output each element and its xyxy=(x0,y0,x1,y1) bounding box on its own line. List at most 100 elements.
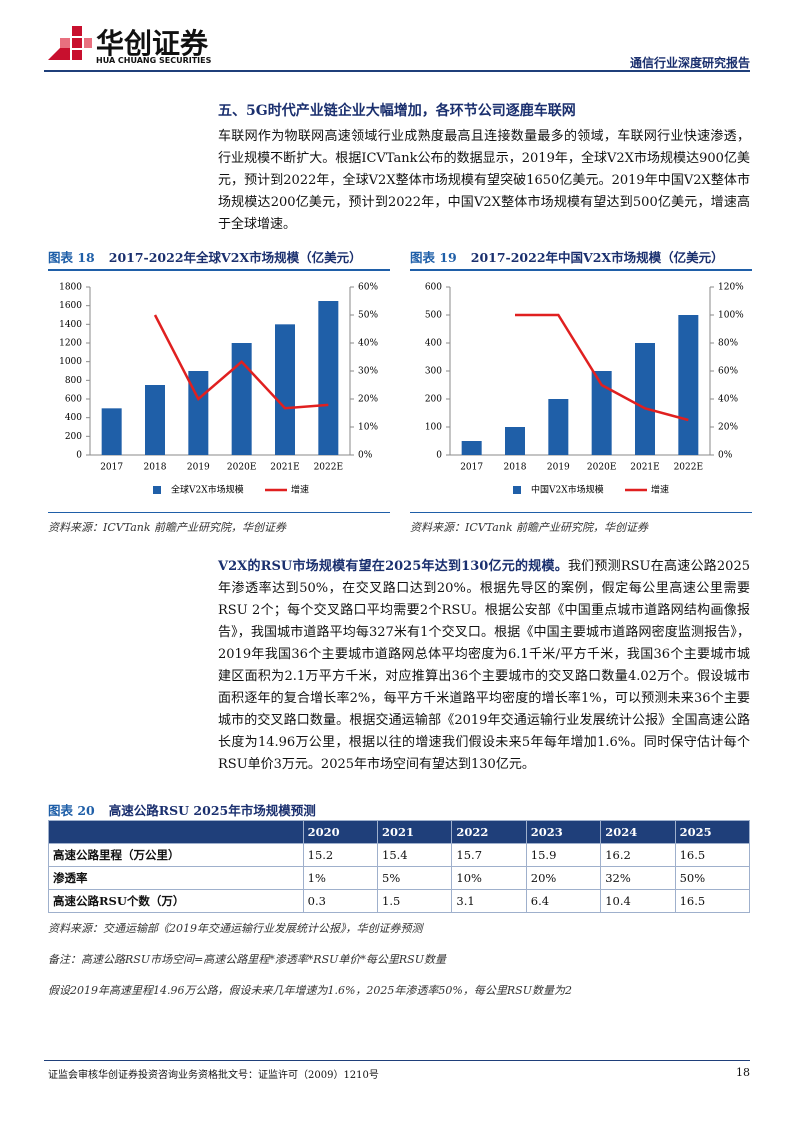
cell: 16.5 xyxy=(674,889,751,913)
y-tick-label: 1400 xyxy=(59,320,82,330)
figure-title: 2017-2022年中国V2X市场规模（亿美元） xyxy=(470,250,724,265)
header-cell: 2022 xyxy=(451,820,527,844)
bar xyxy=(461,441,482,455)
table: 2020 2021 2022 2023 2024 2025 高速公路里程（万公里） 15.2 1… xyxy=(48,820,751,913)
y2-tick-label: 60% xyxy=(718,367,738,377)
x-tick-label: 2020E xyxy=(227,463,256,473)
logo xyxy=(48,26,92,60)
cell: 20% xyxy=(525,866,602,890)
line xyxy=(153,314,329,410)
y-tick-label: 100 xyxy=(425,423,442,433)
bar xyxy=(101,408,122,455)
table-label: 图表 20 xyxy=(48,803,95,818)
y2-tick-label: 0% xyxy=(718,451,733,461)
legend-label: 中国V2X市场规模 xyxy=(531,484,604,496)
y-tick-label: 0 xyxy=(436,451,442,461)
row-label: 高速公路RSU个数（万） xyxy=(48,889,304,913)
bar xyxy=(591,371,612,455)
body: 我们预测RSU在高速公路2025年渗透率达到50%，在交叉路口达到20%。根据先… xyxy=(218,559,750,772)
y-tick-label: 1800 xyxy=(59,283,82,293)
y2-tick-label: 20% xyxy=(358,395,378,405)
y2-tick-label: 0% xyxy=(358,451,373,461)
row-label: 渗透率 xyxy=(48,866,304,890)
cell: 15.9 xyxy=(525,843,602,867)
legend-label: 增速 xyxy=(651,484,669,496)
bar xyxy=(548,399,569,455)
y2-tick-label: 100% xyxy=(718,311,744,321)
figure-label: 图表 19 xyxy=(410,250,457,265)
y-tick-label: 0 xyxy=(76,451,82,461)
y2-tick-label: 60% xyxy=(358,283,378,293)
header-row: 2020 2021 2022 2023 2024 2025 xyxy=(48,820,751,844)
y2-tick-label: 120% xyxy=(718,283,744,293)
x-tick-label: 2019 xyxy=(187,463,210,473)
cell: 3.1 xyxy=(451,889,527,913)
cell: 32% xyxy=(600,866,676,890)
legend-swatch xyxy=(513,486,521,494)
y2-tick-label: 40% xyxy=(718,395,738,405)
section-title: 五、5G时代产业链企业大幅增加，各环节公司逐鹿车联网 xyxy=(218,103,576,119)
figure-title: 2017-2022年全球V2X市场规模（亿美元） xyxy=(108,250,362,265)
cell: 50% xyxy=(674,866,751,890)
cell: 10.4 xyxy=(600,889,676,913)
y-tick-label: 1200 xyxy=(59,339,82,349)
cell: 0.3 xyxy=(302,889,379,913)
figure-label: 图表 18 xyxy=(48,250,95,265)
legend-swatch xyxy=(153,486,161,494)
x-tick-label: 2019 xyxy=(547,463,570,473)
x-tick-label: 2018 xyxy=(504,463,527,473)
cell: 15.2 xyxy=(302,843,379,867)
lead: V2X的RSU市场规模有望在2025年达到130亿元的规模。 xyxy=(218,559,568,574)
y-tick-label: 200 xyxy=(425,395,442,405)
header-cell xyxy=(48,820,304,844)
cell: 5% xyxy=(377,866,453,890)
table-row: 高速公路RSU个数（万） 0.3 1.5 3.1 6.4 10.4 16.5 xyxy=(48,889,751,913)
paragraph: V2X的RSU市场规模有望在2025年达到130亿元的规模。我们预测RSU在高速… xyxy=(218,556,750,776)
bar xyxy=(231,343,252,455)
y-tick-label: 600 xyxy=(425,283,442,293)
table-title: 高速公路RSU 2025年市场规模预测 xyxy=(108,803,316,818)
cell: 15.4 xyxy=(377,843,453,867)
y2-tick-label: 10% xyxy=(358,423,378,433)
header-cell: 2023 xyxy=(525,820,602,844)
x-tick-label: 2017 xyxy=(100,463,123,473)
y-tick-label: 400 xyxy=(65,413,82,423)
line xyxy=(515,313,689,422)
bar xyxy=(275,324,295,455)
y-tick-label: 500 xyxy=(425,311,442,321)
x-tick-label: 2022E xyxy=(674,463,703,473)
brand-en: HUA CHUANG SECURITIES xyxy=(96,56,212,65)
bar xyxy=(635,343,655,455)
legend-label: 全球V2X市场规模 xyxy=(171,484,244,496)
y2-tick-label: 30% xyxy=(358,367,378,377)
bar xyxy=(318,301,339,455)
header-rule xyxy=(44,70,750,72)
chart: 0 200 400 600 800 1000 1200 1400 1600 1800 0% 10% 20… xyxy=(59,283,378,496)
table-row: 渗透率 1% 5% 10% 20% 32% 50% xyxy=(48,866,751,890)
x-tick-label: 2020E xyxy=(587,463,616,473)
y-tick-label: 400 xyxy=(425,339,442,349)
x-tick-label: 2022E xyxy=(314,463,343,473)
y-tick-label: 800 xyxy=(65,376,82,386)
y2-tick-label: 40% xyxy=(358,339,378,349)
figure-caption: 图表 18 2017-2022年全球V2X市场规模（亿美元） xyxy=(48,247,390,271)
cell: 1.5 xyxy=(377,889,453,913)
x-tick-label: 2021E xyxy=(270,463,299,473)
cell: 16.2 xyxy=(600,843,676,867)
x-tick-label: 2021E xyxy=(630,463,659,473)
legend-label: 增速 xyxy=(291,484,309,496)
chart: 0 100 200 300 400 500 600 0% 20% 40% 60% 80% 100% 120… xyxy=(425,283,744,496)
x-tick-label: 2017 xyxy=(460,463,483,473)
paragraph: 车联网作为物联网高速领域行业成熟度最高且连接数量最多的领域，车联网行业快速渗透，… xyxy=(218,129,750,232)
note: 假设2019年高速里程14.96万公路，假设未来几年增速为1.6%，2025年渗… xyxy=(48,984,572,997)
header-cell: 2025 xyxy=(674,820,751,844)
y-tick-label: 600 xyxy=(65,395,82,405)
figure-caption: 图表 19 2017-2022年中国V2X市场规模（亿美元） xyxy=(410,247,752,271)
y2-tick-label: 20% xyxy=(718,423,738,433)
bar xyxy=(145,385,165,455)
row-label: 高速公路里程（万公里） xyxy=(48,843,304,867)
y-tick-label: 300 xyxy=(425,367,442,377)
bar xyxy=(678,315,699,455)
header-cell: 2021 xyxy=(377,820,453,844)
source: 资料来源：交通运输部《2019年交通运输行业发展统计公报》，华创证券预测 xyxy=(48,922,423,935)
